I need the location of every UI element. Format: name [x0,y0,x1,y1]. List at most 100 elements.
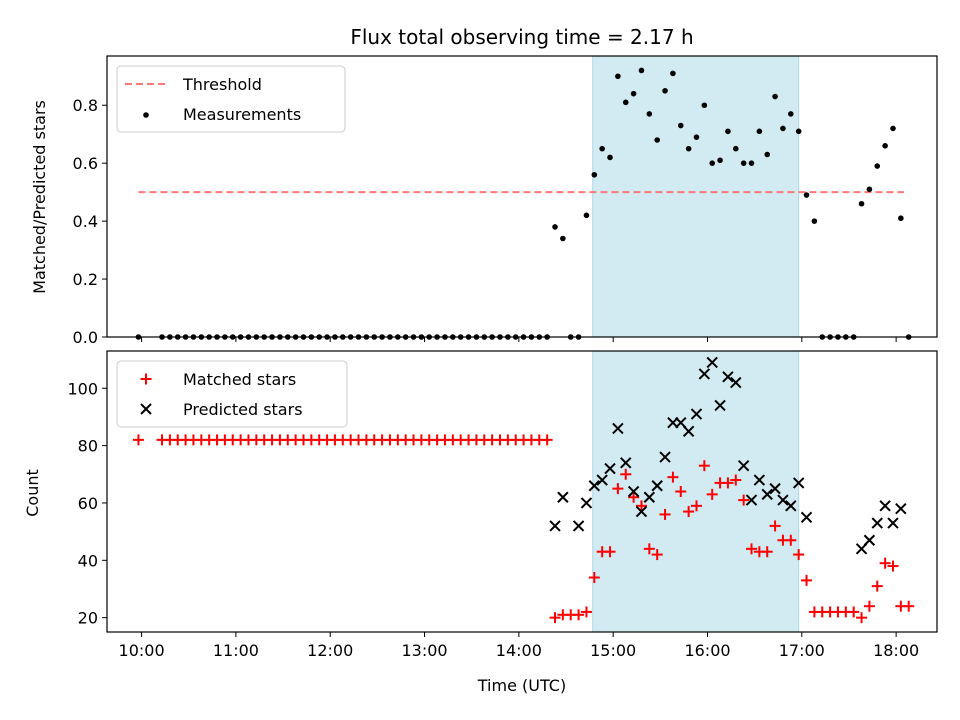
matched-star-point [635,500,647,512]
measurement-point [882,143,888,149]
legend-measurements-label: Measurements [183,105,301,124]
bottom-marks [132,356,915,624]
measurement-point [560,235,566,242]
y-tick-label: 100 [67,379,98,398]
predicted-star-point [871,517,883,529]
measurement-point [717,157,723,164]
measurement-point [874,163,881,169]
predicted-star-point [682,425,695,437]
predicted-star-point [753,474,766,486]
measurement-point [756,128,763,135]
matched-star-point [793,549,805,561]
matched-star-point [698,460,710,472]
top-y-axis-label: Matched/Predicted stars [30,100,49,294]
predicted-star-point [761,488,773,501]
matched-star-point [761,546,773,558]
matched-star-point [651,549,663,561]
top-panel: 0.00.20.40.60.8 Matched/Predicted stars … [30,55,938,347]
y-tick-label: 0.0 [73,328,98,347]
matched-star-point [667,471,679,483]
measurement-point [709,160,716,166]
predicted-star-point [792,477,805,489]
measurement-point [630,90,637,97]
predicted-star-point [745,494,758,506]
matched-star-point [722,477,734,489]
predicted-star-point [627,485,640,498]
y-tick-label: 0.2 [73,270,98,289]
measurement-point [615,73,621,80]
measurement-point [677,122,684,129]
measurement-point [725,128,731,135]
predicted-star-point [557,491,569,503]
legend-predicted-label: Predicted stars [183,400,303,419]
x-tick-label: 15:00 [590,641,636,660]
measurement-point [748,160,755,166]
legend-measurements-swatch [143,112,149,118]
predicted-star-point [777,494,789,506]
predicted-star-point [879,500,891,512]
predicted-star-point [690,408,703,420]
measurement-point [811,218,818,224]
legend-threshold-label: Threshold [182,75,262,94]
top-marks [135,67,912,340]
measurement-point [591,171,598,178]
matched-star-point [887,560,899,572]
measurement-point [764,151,771,158]
predicted-star-point [706,356,718,369]
y-tick-label: 40 [78,551,98,570]
measurement-point [685,145,692,152]
matched-star-point [588,572,600,584]
predicted-star-point [620,457,632,469]
bottom-legend: Matched stars Predicted stars [116,360,348,428]
matched-star-point [690,500,702,512]
measurement-point [662,87,668,94]
predicted-star-point [635,505,648,518]
predicted-star-point [863,534,876,546]
measurement-point [858,200,865,207]
top-x-ticks [141,337,897,342]
matched-star-point [675,486,687,497]
matched-star-point [132,434,144,446]
matched-star-point [785,534,797,546]
measurement-point [701,102,708,109]
matched-star-point [903,600,915,612]
predicted-star-point [580,497,593,509]
x-tick-label: 16:00 [684,641,730,660]
predicted-star-point [604,462,616,475]
legend-matched-marker [140,373,152,385]
matched-star-point [706,488,718,500]
matched-star-point [643,543,655,555]
matched-star-point [549,612,561,624]
predicted-star-point [887,517,899,529]
measurement-point [740,160,747,166]
predicted-star-point [612,422,624,435]
measurement-point [622,99,629,106]
matched-star-point [738,494,750,506]
x-tick-label: 17:00 [779,641,825,660]
predicted-star-point [659,451,671,463]
legend-predicted-swatch [140,403,152,415]
chart-title: Flux total observing time = 2.17 h [350,25,693,49]
measurement-point [788,111,794,117]
matched-star-point [659,508,671,520]
x-tick-label: 14:00 [496,641,542,660]
matched-star-point [730,474,742,486]
matched-star-point [769,520,781,532]
bottom-axes-frame [106,350,938,633]
bottom-shaded-interval [592,350,800,633]
measurement-point [732,145,739,152]
measurement-point [780,125,786,132]
predicted-star-point [643,491,656,503]
y-tick-label: 0.6 [73,154,98,173]
predicted-star-point [800,511,813,524]
bottom-y-ticks: 20 40 60 80 100 [67,379,107,628]
top-shaded-interval [592,55,800,338]
bottom-x-ticks: 10:00 11:00 12:00 13:00 14:00 15:00 16:00 17:00… [119,632,919,660]
x-tick-label: 12:00 [307,641,353,660]
y-tick-label: 80 [78,437,98,456]
x-tick-label: 11:00 [213,641,259,660]
matched-star-point [580,606,592,618]
measurement-point [583,212,590,219]
y-tick-label: 20 [78,609,98,628]
predicted-star-point [769,482,781,495]
